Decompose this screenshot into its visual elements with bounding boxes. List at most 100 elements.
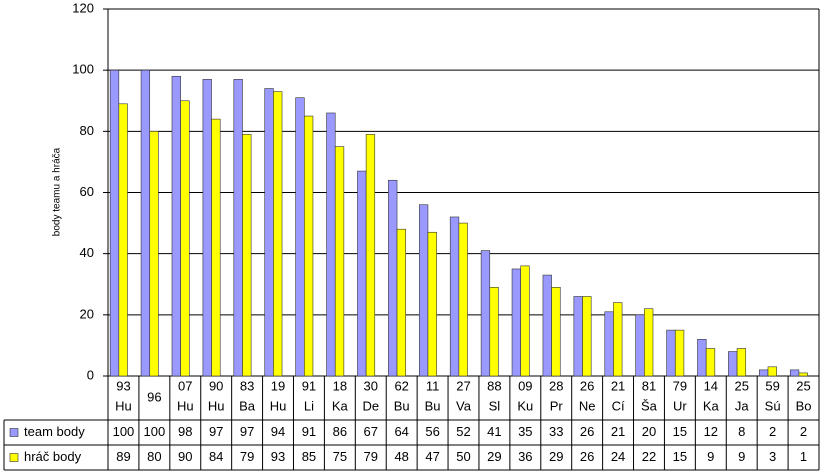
x-tick-label: 79	[673, 378, 687, 393]
bar	[789, 369, 800, 377]
table-value: 100	[113, 424, 135, 439]
table-value: 85	[302, 449, 316, 464]
bar	[613, 302, 623, 377]
bar	[388, 179, 398, 377]
x-tick-label: Bu	[394, 398, 410, 413]
bar	[728, 351, 738, 377]
bar	[211, 118, 221, 377]
table-value: 89	[116, 449, 130, 464]
table-value: 36	[518, 449, 532, 464]
table-value: 97	[209, 424, 223, 439]
x-tick-label: Ba	[239, 398, 256, 413]
x-tick-label: Hu	[177, 398, 194, 413]
table-value: 48	[394, 449, 408, 464]
bar	[357, 170, 367, 377]
bar	[295, 97, 305, 377]
bar	[140, 69, 151, 377]
x-tick-label: 91	[302, 378, 316, 393]
x-tick-label: Ja	[735, 398, 750, 413]
x-tick-label: 27	[456, 378, 470, 393]
x-tick-label: 18	[333, 378, 347, 393]
legend-swatch	[9, 453, 19, 462]
bar	[418, 204, 429, 377]
bar	[202, 79, 212, 377]
table-value: 41	[487, 424, 501, 439]
table-value: 80	[147, 449, 161, 464]
x-tick-label: Hu	[208, 398, 225, 413]
x-tick-label: 88	[487, 378, 501, 393]
bar	[582, 296, 592, 377]
bar	[458, 222, 468, 377]
bar	[449, 216, 460, 377]
table-value: 47	[425, 449, 439, 464]
legend-label: hráč body	[24, 449, 82, 464]
x-tick-label: Ne	[579, 398, 596, 413]
x-tick-label: Hu	[115, 398, 132, 413]
x-tick-label: Bo	[796, 398, 812, 413]
bar	[233, 79, 243, 377]
x-tick-label: Va	[456, 398, 472, 413]
bar	[520, 265, 530, 377]
x-tick-label: Sl	[489, 398, 501, 413]
x-tick-label: Ku	[517, 398, 533, 413]
y-tick-label: 60	[80, 184, 94, 199]
table-value: 3	[769, 449, 776, 464]
table-value: 9	[707, 449, 714, 464]
bar	[697, 338, 707, 377]
table-value: 98	[178, 424, 192, 439]
y-tick-label: 0	[87, 367, 94, 382]
table-value: 93	[271, 449, 285, 464]
bar	[511, 268, 521, 377]
x-tick-label: 28	[549, 378, 563, 393]
table-value: 29	[549, 449, 563, 464]
x-tick-label: Sú	[765, 398, 781, 413]
bar	[109, 69, 120, 377]
table-value: 22	[642, 449, 656, 464]
bar	[396, 228, 406, 377]
x-tick-label: Hu	[270, 398, 287, 413]
y-tick-label: 20	[80, 306, 94, 321]
x-tick-label: De	[362, 398, 379, 413]
y-tick-label: 80	[80, 123, 94, 138]
table-value: 52	[456, 424, 470, 439]
table-value: 67	[364, 424, 378, 439]
bar	[674, 329, 685, 377]
table-value: 94	[271, 424, 285, 439]
bar	[480, 250, 491, 377]
table-value: 100	[144, 424, 166, 439]
x-tick-label: Ka	[703, 398, 720, 413]
bar	[264, 88, 274, 377]
table-value: 91	[302, 424, 316, 439]
y-axis-title: body teamu a hráča	[52, 147, 63, 236]
x-tick-label: Li	[304, 398, 314, 413]
x-tick-label: 11	[426, 378, 440, 393]
table-value: 86	[333, 424, 347, 439]
x-tick-label: 90	[209, 378, 223, 393]
bar	[242, 134, 252, 377]
bar	[326, 112, 336, 377]
x-tick-label: 30	[364, 378, 378, 393]
bar	[427, 231, 437, 377]
x-tick-label: 09	[518, 378, 532, 393]
table-value: 15	[673, 424, 687, 439]
table-value: 24	[611, 449, 625, 464]
x-tick-label: 26	[580, 378, 594, 393]
bar	[118, 103, 128, 377]
x-tick-label: 07	[178, 378, 192, 393]
bar	[542, 274, 552, 377]
bar	[365, 134, 376, 377]
x-tick-label: 21	[611, 378, 625, 393]
table-value: 12	[704, 424, 718, 439]
x-tick-label: Cí	[612, 398, 625, 413]
bar	[604, 311, 614, 377]
table-value: 15	[673, 449, 687, 464]
table-value: 56	[425, 424, 439, 439]
table-value: 1	[800, 449, 807, 464]
table-value: 8	[738, 424, 745, 439]
x-tick-label: 96	[147, 389, 161, 404]
bar	[334, 146, 345, 377]
x-tick-label: Pr	[550, 398, 564, 413]
x-tick-label: Bu	[425, 398, 441, 413]
table-value: 75	[333, 449, 347, 464]
